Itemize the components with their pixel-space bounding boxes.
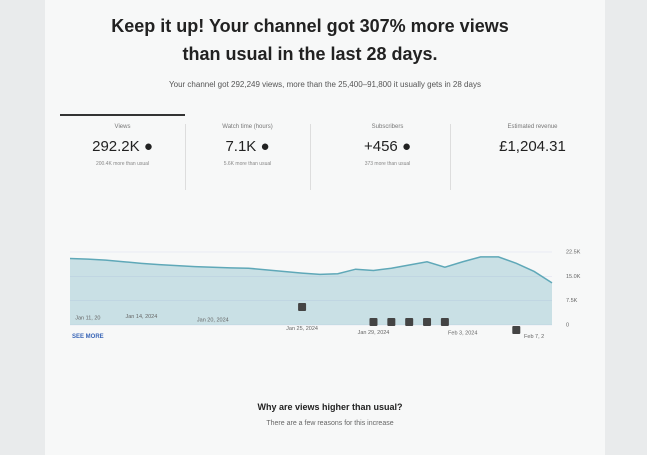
y-tick-label: 22.5K (566, 249, 581, 255)
x-tick-label: Jan 14, 2024 (126, 314, 158, 320)
metric-label: Estimated revenue (507, 124, 558, 130)
metric-value: £1,204.31 (499, 138, 566, 155)
x-tick-label: Jan 11, 20 (75, 315, 100, 321)
metric-label: Views (114, 124, 131, 130)
video-marker (423, 318, 432, 326)
metric-label: Watch time (hours) (222, 124, 273, 130)
x-tick-label: Feb 3, 2024 (448, 330, 477, 336)
metric[interactable]: Estimated revenue £1,204.31 (470, 124, 595, 190)
card (45, 0, 605, 455)
video-marker (387, 318, 396, 326)
metric-value: 7.1K ● (225, 138, 270, 155)
reason-title: Why are views higher than usual? (257, 402, 403, 412)
y-tick-label: 0 (566, 322, 569, 328)
video-marker (298, 303, 307, 311)
metric-note: 373 more than usual (364, 161, 411, 167)
summary: Your channel got 292,249 views, more tha… (169, 80, 481, 89)
video-marker (440, 318, 449, 326)
area (70, 256, 552, 325)
metric[interactable]: Watch time (hours) 7.1K ● 5.6K more than… (185, 124, 311, 190)
x-tick-label: Jan 20, 2024 (197, 318, 229, 324)
metric-value: +456 ● (363, 138, 412, 155)
y-tick-label: 7.5K (566, 298, 578, 304)
x-tick-label: Jan 29, 2024 (358, 330, 390, 336)
metric[interactable]: Views 292.2K ● 200.4K more than usual (60, 124, 186, 190)
x-tick-label: Feb 7, 2 (524, 334, 544, 340)
video-marker (512, 326, 521, 334)
x-tick-label: Jan 25, 2024 (286, 326, 318, 332)
metric-note: 200.4K more than usual (95, 161, 150, 167)
headline: Keep it up! Your channel got 307% more v… (111, 16, 509, 64)
metric-value: 292.2K ● (92, 138, 153, 155)
tab-indicator (60, 114, 185, 116)
see-more-link[interactable]: SEE MORE (72, 334, 104, 340)
metric-label: Subscribers (371, 124, 404, 130)
video-marker (405, 318, 414, 326)
line (69, 256, 553, 284)
metric-note: 5.6K more than usual (223, 161, 272, 167)
reason-text: There are a few reasons for this increas… (266, 420, 394, 427)
metric[interactable]: Subscribers +456 ● 373 more than usual (325, 124, 451, 190)
y-tick-label: 15.0K (566, 274, 581, 280)
video-marker (369, 318, 378, 326)
